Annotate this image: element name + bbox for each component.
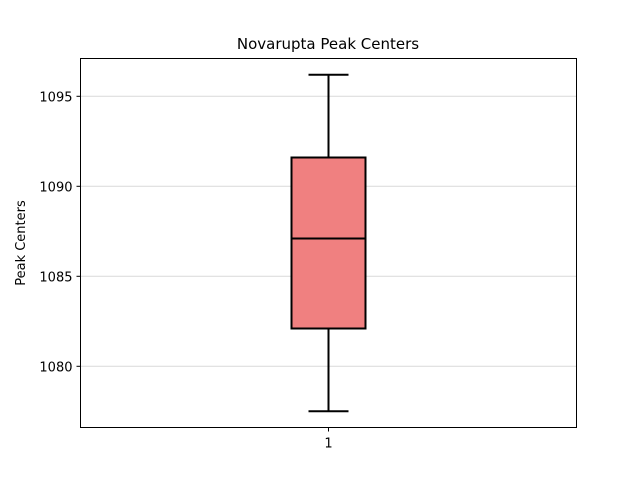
box-plot-series [290,73,367,413]
y-axis-label: Peak Centers [14,200,29,286]
x-axis-ticks: 1 [324,427,333,452]
y-tick-label: 1095 [39,90,72,105]
iqr-box [290,156,367,330]
y-tick-label: 1085 [39,270,72,285]
x-tick-label: 1 [324,437,332,452]
y-axis-ticks: 1080 1085 1090 1095 [39,90,81,375]
y-tick-label: 1080 [39,360,72,375]
chart-title: Novarupta Peak Centers [237,35,419,53]
y-tick-label: 1090 [39,180,72,195]
